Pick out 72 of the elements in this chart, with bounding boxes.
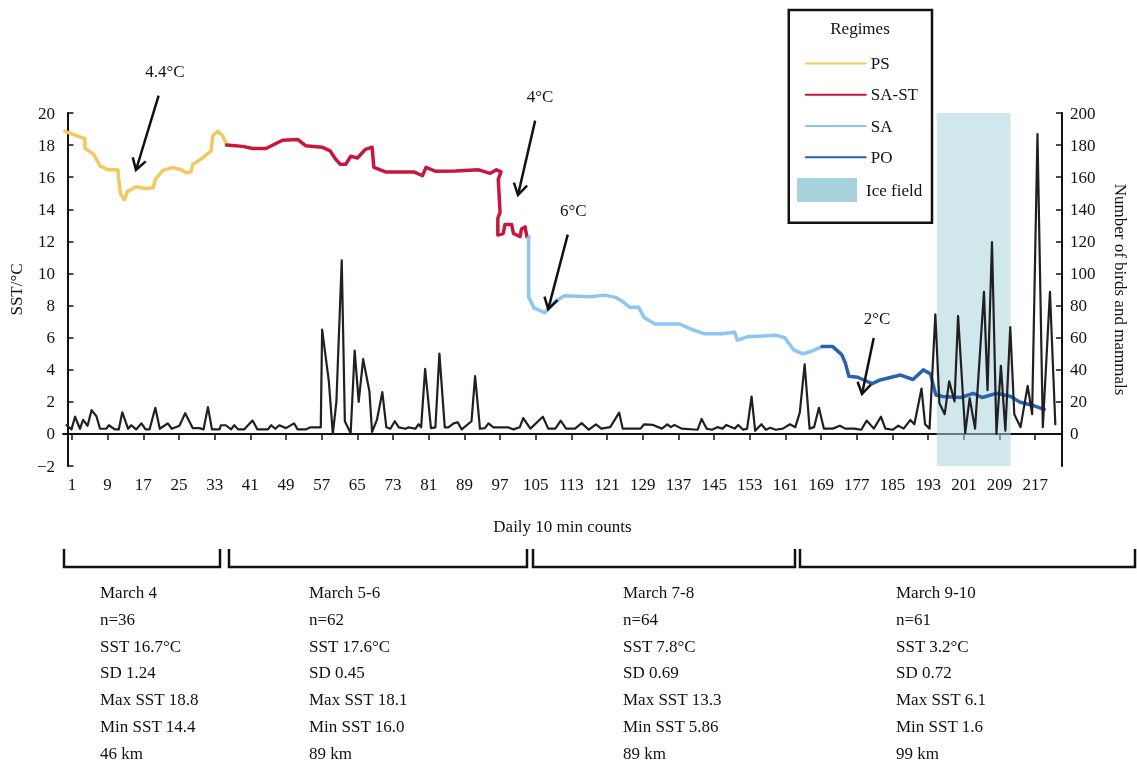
line-series: [65, 132, 1057, 436]
y2-tick-label: 40: [1070, 360, 1087, 380]
legend-label: SA: [870, 116, 894, 136]
y-tick-label: 10: [38, 263, 55, 283]
x-tick-label: 57: [313, 475, 331, 494]
y-tick-label: 12: [38, 231, 55, 251]
y2-tick-label: 100: [1070, 263, 1096, 283]
x-tick-label: 9: [103, 475, 112, 494]
y2-tick-label: 180: [1070, 135, 1096, 155]
x-tick-label: 41: [241, 475, 259, 494]
annotation: 2°C: [863, 309, 891, 328]
y2-tick-label: 200: [1070, 103, 1096, 123]
line-series: [63, 129, 229, 202]
y-tick-label: 14: [38, 199, 56, 219]
y-tick-label: 2: [46, 392, 55, 412]
text: March 4 n=36 SST 16.7°C SD 1.24 Max SST 18.8 Min SST 14.4 46 km: [100, 582, 199, 764]
x-tick-label: 209: [986, 475, 1013, 494]
x-tick-label: 113: [558, 475, 584, 494]
y2-tick-label: 20: [1070, 392, 1087, 412]
x-tick-label: 33: [206, 475, 224, 494]
x-tick-label: 121: [594, 475, 620, 494]
x-tick-label: 73: [384, 475, 402, 494]
x-tick-label: 65: [348, 475, 366, 494]
y2-tick-label: 120: [1070, 231, 1096, 251]
x-tick-label: 177: [844, 475, 871, 494]
x-tick-label: 1: [67, 475, 77, 494]
legend-label: PO: [870, 147, 893, 167]
y-tick-label: 18: [38, 135, 55, 155]
legend-label: PS: [870, 54, 890, 74]
y2-tick-label: 140: [1070, 199, 1096, 219]
y-tick-label: 16: [38, 167, 55, 187]
legend-title: Regimes: [830, 19, 890, 38]
y-tick-label: 4: [46, 360, 56, 380]
x-tick-label: 129: [630, 475, 656, 494]
x-tick-label: 201: [951, 475, 977, 494]
x-tick-label: 185: [879, 475, 906, 494]
x-tick-label: 169: [808, 475, 834, 494]
text: 4.4°C: [145, 62, 185, 81]
y-tick-label: 20: [38, 103, 55, 123]
y-tick-label: 8: [46, 296, 55, 316]
x-tick-label: 145: [701, 475, 727, 494]
x-tick-label: 161: [772, 475, 799, 494]
line-series: [224, 137, 531, 239]
x-tick-label: 153: [737, 475, 763, 494]
annotation: 6°C: [559, 201, 587, 221]
x-tick-label: 193: [915, 475, 941, 494]
x-tick-label: 89: [455, 475, 473, 494]
text: March 7-8 n=64 SST 7.8°C SD 0.69 Max SST 13.3 Min SST 5.86 89 km: [623, 582, 722, 764]
x-tick-label: 25: [170, 475, 188, 494]
y2-tick-label: 0: [1070, 424, 1079, 444]
line-series: [526, 235, 824, 356]
y-tick-label: 6: [46, 328, 55, 348]
text: March 5-6 n=62 SST 17.6°C SD 0.45 Max SST 18.1 Min SST 16.0 89 km: [309, 582, 408, 764]
band-label: Ice field: [866, 181, 923, 200]
y2-tick-label: 160: [1070, 167, 1096, 187]
x-tick-label: 137: [665, 475, 692, 494]
y-tick-label: −2: [36, 456, 55, 476]
y-axis-title: SST/°C: [7, 263, 26, 316]
x-tick-label: 17: [134, 475, 153, 494]
x-tick-label: 97: [491, 475, 510, 494]
text: March 9-10 n=61 SST 3.2°C SD 0.72 Max SST 6.1 Min SST 1.6 99 km: [896, 582, 986, 764]
x-tick-label: 105: [522, 475, 549, 494]
y-tick-label: 0: [46, 424, 55, 444]
legend-label: SA-ST: [870, 85, 919, 105]
y2-tick-label: 60: [1070, 328, 1087, 348]
text: 4°C: [526, 87, 554, 106]
y2-axis-title: Number of birds and mammals: [1111, 183, 1130, 396]
x-axis-title: Daily 10 min counts: [493, 517, 632, 536]
y2-tick-label: 80: [1070, 296, 1087, 316]
x-tick-label: 81: [420, 475, 438, 494]
x-tick-label: 217: [1022, 475, 1049, 494]
x-tick-label: 49: [277, 475, 295, 494]
